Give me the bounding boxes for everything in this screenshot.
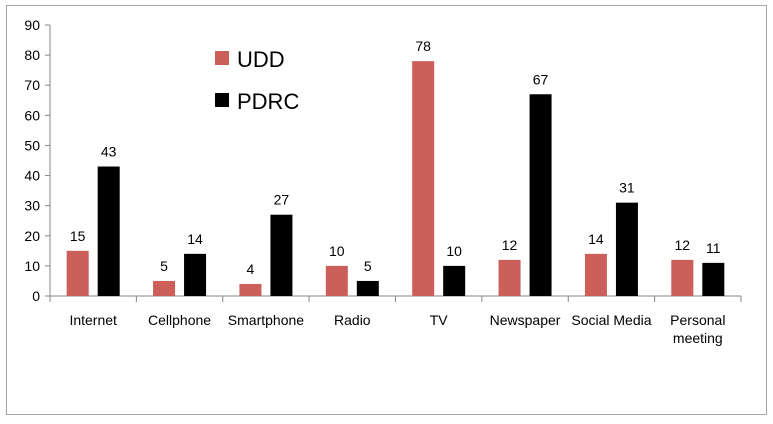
data-label: 5	[160, 258, 168, 274]
y-tick-label: 80	[24, 47, 40, 63]
data-label: 27	[274, 192, 290, 208]
data-label: 10	[329, 243, 345, 259]
category-label: Internet	[69, 312, 117, 328]
bar-udd	[671, 259, 694, 296]
chart-legend: UDD PDRC	[215, 47, 299, 114]
data-label: 4	[247, 261, 255, 277]
bar-udd	[412, 61, 435, 297]
category-label: Radio	[334, 312, 371, 328]
data-label: 78	[415, 38, 431, 54]
bar-udd	[66, 250, 89, 296]
data-label: 67	[533, 71, 549, 87]
bar-pdrc	[184, 253, 207, 296]
bar-pdrc	[702, 262, 725, 296]
bar-pdrc	[529, 94, 552, 296]
bar-pdrc	[270, 214, 293, 296]
bar-udd	[239, 283, 262, 296]
data-label: 15	[70, 228, 86, 244]
data-label: 31	[619, 180, 635, 196]
category-label: TV	[430, 312, 449, 328]
y-tick-label: 50	[24, 137, 40, 153]
category-label: meeting	[673, 330, 723, 346]
legend-label-udd: UDD	[237, 47, 285, 72]
category-label: Newspaper	[490, 312, 561, 328]
category-label: Cellphone	[148, 312, 211, 328]
chart-frame	[6, 5, 767, 415]
chart-labels: 15 43 Internet 5 14 Cellphone 4 27 Smartphone 10 5…	[69, 38, 725, 346]
bar-udd	[325, 265, 348, 296]
bar-udd	[498, 259, 521, 296]
y-tick-label: 30	[24, 198, 40, 214]
y-tick-label: 10	[24, 258, 40, 274]
category-label: Social Media	[571, 312, 651, 328]
data-label: 5	[364, 258, 372, 274]
y-tick-label: 20	[24, 228, 40, 244]
y-tick-label: 70	[24, 77, 40, 93]
legend-label-pdrc: PDRC	[237, 89, 299, 114]
data-label: 14	[588, 231, 604, 247]
y-tick-label: 40	[24, 168, 40, 184]
category-label: Personal	[670, 312, 725, 328]
y-tick-label: 60	[24, 107, 40, 123]
bar-udd	[153, 280, 176, 296]
chart-bars	[66, 61, 725, 297]
category-label: Smartphone	[228, 312, 304, 328]
data-label: 12	[502, 237, 518, 253]
data-label: 11	[706, 240, 721, 256]
data-label: 10	[446, 243, 462, 259]
bar-pdrc	[97, 166, 120, 296]
y-tick-label: 0	[32, 288, 40, 304]
bar-pdrc	[356, 280, 379, 296]
bar-pdrc	[615, 202, 638, 296]
data-label: 14	[187, 231, 203, 247]
bar-udd	[584, 253, 607, 296]
legend-swatch-udd	[215, 51, 229, 65]
y-tick-label: 90	[24, 17, 40, 33]
data-label: 43	[101, 144, 117, 160]
bar-pdrc	[443, 265, 466, 296]
data-label: 12	[675, 237, 691, 253]
legend-swatch-pdrc	[215, 93, 229, 107]
